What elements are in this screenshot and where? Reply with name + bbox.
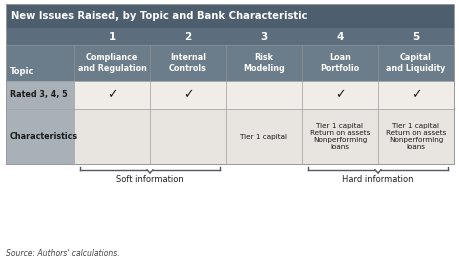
Text: Tier 1 capital
Return on assets
Nonperforming
loans: Tier 1 capital Return on assets Nonperfo… [385, 123, 445, 150]
Text: ✓: ✓ [410, 89, 420, 101]
Bar [6, 45, 453, 81]
Text: 2: 2 [184, 31, 191, 41]
Bar [6, 4, 453, 28]
Bar [74, 81, 150, 109]
Text: 1: 1 [108, 31, 115, 41]
Text: New Issues Raised, by Topic and Bank Characteristic: New Issues Raised, by Topic and Bank Cha… [11, 11, 307, 21]
Text: Characteristics: Characteristics [10, 132, 78, 141]
Text: Hard information: Hard information [341, 175, 413, 184]
Bar [150, 109, 225, 164]
Text: Soft information: Soft information [116, 175, 184, 184]
Text: Risk
Modeling: Risk Modeling [243, 53, 284, 73]
Text: 4: 4 [336, 31, 343, 41]
Text: Internal
Controls: Internal Controls [169, 53, 207, 73]
Text: ✓: ✓ [334, 89, 345, 101]
Bar [150, 81, 225, 109]
Bar [302, 81, 377, 109]
Text: Tier 1 capital: Tier 1 capital [240, 134, 287, 139]
Bar [6, 4, 453, 164]
Bar [74, 109, 150, 164]
Bar [225, 81, 302, 109]
Text: Tier 1 capital
Return on assets
Nonperforming
loans: Tier 1 capital Return on assets Nonperfo… [309, 123, 369, 150]
Bar [302, 109, 377, 164]
Text: 3: 3 [260, 31, 267, 41]
Text: 5: 5 [411, 31, 419, 41]
Bar [6, 81, 74, 109]
Bar [225, 109, 302, 164]
Text: Rated 3, 4, 5: Rated 3, 4, 5 [10, 90, 67, 100]
Text: Capital
and Liquidity: Capital and Liquidity [386, 53, 445, 73]
Text: Compliance
and Regulation: Compliance and Regulation [78, 53, 146, 73]
Bar [6, 109, 74, 164]
Bar [377, 109, 453, 164]
Text: ✓: ✓ [106, 89, 117, 101]
Text: Topic: Topic [10, 67, 34, 76]
Text: ✓: ✓ [182, 89, 193, 101]
Bar [6, 28, 453, 45]
Bar [377, 81, 453, 109]
Text: Source: Authors' calculations.: Source: Authors' calculations. [6, 249, 119, 258]
Text: Loan
Portfolio: Loan Portfolio [320, 53, 359, 73]
